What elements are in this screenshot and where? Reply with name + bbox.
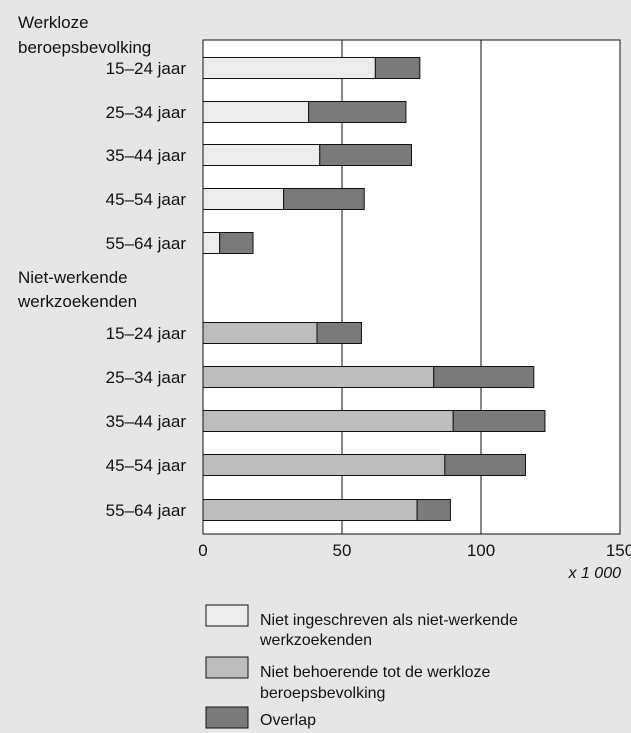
category-label: 55–64 jaar [106, 501, 187, 520]
bar-segment [308, 101, 407, 123]
x-tick-label: 50 [333, 541, 352, 560]
group-label: beroepsbevolking [18, 38, 151, 57]
category-label: 25–34 jaar [106, 368, 187, 387]
x-tick-label: 100 [467, 541, 495, 560]
bar-segment [202, 454, 446, 476]
legend-label: werkzoekenden [259, 632, 372, 649]
legend-label: beroepsbevolking [260, 685, 385, 702]
legend-swatch [205, 706, 249, 729]
legend-label: Overlap [260, 712, 316, 729]
bar-segment [219, 232, 254, 254]
bar-segment [433, 366, 535, 388]
category-label: 15–24 jaar [106, 324, 187, 343]
legend-swatch [205, 656, 249, 679]
category-label: 35–44 jaar [106, 412, 187, 431]
bar-segment [202, 144, 321, 166]
legend-label: Niet ingeschreven als niet-werkende [260, 612, 518, 629]
bar-segment [202, 322, 318, 344]
bar-segment [444, 454, 526, 476]
x-tick-label: 0 [198, 541, 207, 560]
bar-segment [202, 101, 310, 123]
bar-segment [202, 410, 454, 432]
bar-segment [202, 57, 376, 79]
bar-segment [202, 366, 435, 388]
category-label: 15–24 jaar [106, 59, 187, 78]
bar-segment [416, 499, 451, 521]
bar-segment [283, 188, 365, 210]
category-label: 25–34 jaar [106, 103, 187, 122]
category-label: 45–54 jaar [106, 190, 187, 209]
group-label: Werkloze [18, 13, 89, 32]
group-label: werkzoekenden [17, 292, 137, 311]
group-label: Niet-werkende [18, 268, 128, 287]
category-label: 55–64 jaar [106, 234, 187, 253]
bar-segment [452, 410, 546, 432]
category-label: 35–44 jaar [106, 146, 187, 165]
bar-segment [316, 322, 362, 344]
bar-segment [374, 57, 421, 79]
legend-swatch [205, 604, 249, 627]
category-label: 45–54 jaar [106, 456, 187, 475]
bar-segment [202, 232, 221, 254]
legend-label: Niet behoerende tot de werkloze [260, 664, 490, 681]
bar-segment [319, 144, 413, 166]
bar-segment [202, 499, 418, 521]
x-unit-label: x 1 000 [568, 565, 622, 582]
bar-segment [202, 188, 285, 210]
x-tick-label: 150 [606, 541, 631, 560]
